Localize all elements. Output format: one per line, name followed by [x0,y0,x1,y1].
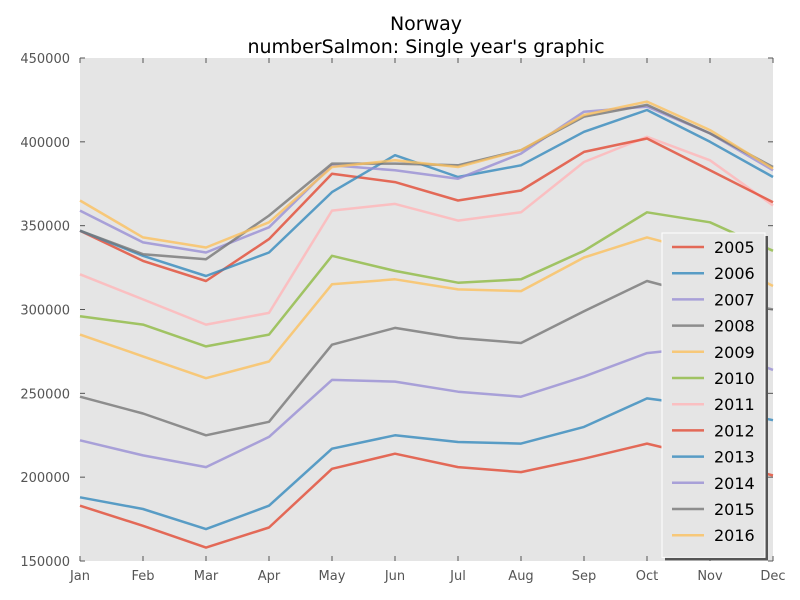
chart-subtitle: numberSalmon: Single year's graphic [247,36,604,58]
legend-label: 2006 [714,264,755,283]
legend-label: 2015 [714,500,755,519]
legend-label: 2010 [714,369,755,388]
y-tick-label: 150000 [20,555,70,570]
legend-label: 2011 [714,395,755,414]
series-line-2006 [79,397,774,531]
y-tick-label: 450000 [20,52,70,67]
series-line-2008 [79,279,774,437]
legend: 2005 2006 2007 2008 2009 2010 2011 2012 2013 2014… [661,232,768,561]
x-tick-label: Feb [131,569,154,584]
legend-label: 2014 [714,474,755,493]
y-tick-label: 300000 [20,304,70,319]
x-tick-label: Apr [258,569,281,584]
y-tick-label: 350000 [20,220,70,235]
series-line-2005 [79,442,774,549]
series-line-2014 [79,105,774,254]
x-tick-label: Oct [636,569,658,584]
legend-label: 2009 [714,343,755,362]
y-tick-label: 400000 [20,136,70,151]
series-line-2012 [79,137,774,283]
series-line-2007 [79,345,774,469]
x-tick-label: Sep [572,569,597,584]
x-tick-labels: Jan Feb Mar Apr May Jun Jul Aug Sep Oct Nov Dec [69,569,786,584]
x-tick-label: Jan [69,569,90,584]
series-lines [79,100,774,549]
tick-marks [79,57,774,562]
legend-label: 2008 [714,317,755,336]
y-tick-labels: 150000 200000 250000 300000 350000 400000 4500… [20,52,70,570]
x-tick-label: Aug [508,569,533,584]
legend-label: 2013 [714,448,755,467]
series-line-2011 [79,135,774,326]
x-tick-label: May [319,569,346,584]
legend-label: 2012 [714,421,755,440]
y-tick-label: 200000 [20,471,70,486]
x-tick-label: Dec [760,569,785,584]
chart-title: Norway [390,13,462,35]
series-line-2009 [79,236,774,380]
x-tick-label: Jul [449,569,466,584]
legend-box [661,232,766,558]
series-line-2010 [79,211,774,348]
y-tick-label: 250000 [20,387,70,402]
legend-label: 2016 [714,526,755,545]
x-tick-label: Mar [194,569,219,584]
x-tick-label: Nov [697,569,723,584]
series-line-2013 [79,108,774,278]
legend-label: 2007 [714,290,755,309]
x-tick-label: Jun [384,569,405,584]
series-line-2016 [79,100,774,249]
legend-label: 2005 [714,238,755,257]
